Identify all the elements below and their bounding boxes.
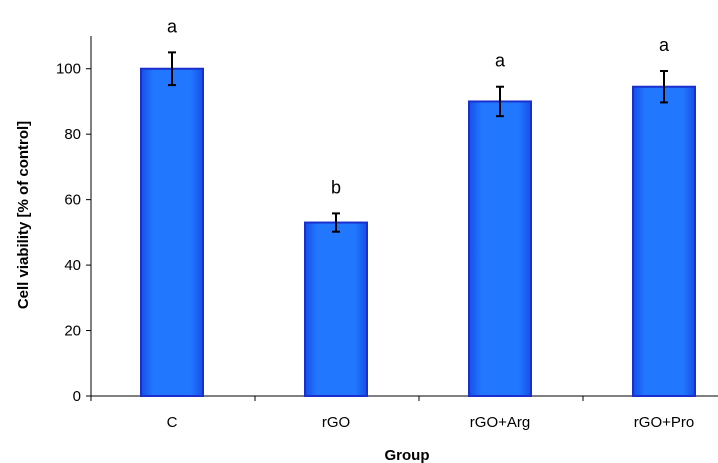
- y-tick-label: 80: [64, 126, 81, 143]
- bar: [468, 100, 532, 397]
- plot-area: 0 20 40 60 80 100 Ca rGO b rGO+Arg a rGO+Pro a: [56, 16, 718, 431]
- x-axis-title: Group: [385, 447, 430, 463]
- significance-letter: a: [659, 35, 670, 55]
- x-tick-label: rGO+Pro: [634, 414, 694, 431]
- x-tick-label: C: [167, 414, 178, 431]
- bar: [304, 221, 368, 397]
- y-tick-label: 0: [73, 388, 81, 405]
- bar: [140, 67, 204, 398]
- y-tick-label: 60: [64, 192, 81, 209]
- x-tick-label: rGO: [322, 414, 350, 431]
- y-tick-label: 100: [56, 61, 81, 78]
- y-axis-title: Cell viability [% of control]: [15, 121, 32, 309]
- y-tick-label: 40: [64, 257, 81, 274]
- x-tick-label: rGO+Arg: [470, 414, 530, 431]
- significance-letter: a: [167, 16, 178, 36]
- y-tick-label: 20: [64, 323, 81, 340]
- bar: [632, 85, 696, 398]
- significance-letter: b: [331, 177, 341, 197]
- significance-letter: a: [495, 51, 506, 71]
